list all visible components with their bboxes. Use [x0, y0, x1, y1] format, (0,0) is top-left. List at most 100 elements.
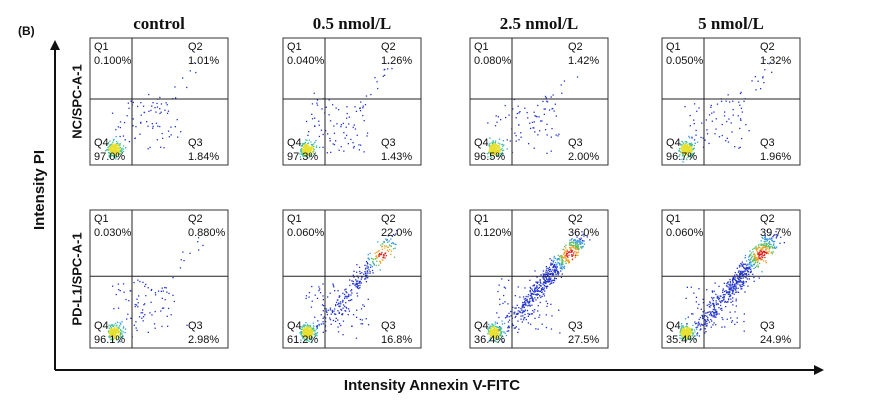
event-dot [569, 239, 571, 241]
event-dot [738, 277, 740, 279]
event-dot [494, 323, 496, 325]
event-dot [574, 250, 576, 253]
event-dot [360, 278, 362, 280]
event-dot [561, 273, 563, 275]
event-dot [495, 336, 497, 338]
event-dot [577, 244, 580, 246]
event-dot [364, 272, 367, 274]
event-dot [749, 259, 751, 261]
event-dot [680, 330, 682, 333]
event-dot [108, 334, 111, 336]
event-dot [365, 278, 367, 280]
event-dot [127, 102, 129, 104]
event-dot [363, 273, 365, 275]
event-dot [688, 327, 690, 329]
event-dot [304, 339, 306, 341]
event-dot [755, 257, 757, 259]
event-dot [312, 152, 314, 154]
event-dot [367, 267, 369, 269]
event-dot [758, 254, 760, 256]
event-dot [734, 271, 736, 274]
event-dot [739, 146, 741, 148]
event-dot [535, 299, 537, 301]
event-dot [497, 148, 500, 150]
event-dot [115, 328, 117, 330]
event-dot [707, 311, 709, 313]
event-dot [352, 142, 354, 144]
event-dot [732, 281, 734, 284]
event-dot [520, 136, 522, 138]
event-dot [560, 266, 563, 268]
quadrant-name: Q2 [188, 213, 203, 225]
quadrant-name: Q3 [760, 137, 775, 149]
event-dot [334, 320, 337, 323]
event-dot [738, 147, 740, 149]
event-dot [130, 317, 132, 319]
event-dot [742, 263, 745, 265]
event-dot [348, 308, 350, 310]
event-dot [552, 94, 554, 96]
event-dot [489, 332, 491, 334]
event-dot [562, 256, 564, 259]
event-dot [329, 319, 332, 321]
event-dot [729, 284, 731, 286]
event-dot [563, 265, 566, 267]
event-dot [487, 333, 489, 335]
event-dot [115, 144, 118, 146]
event-dot [348, 293, 350, 296]
event-dot [198, 249, 200, 251]
quadrant-name: Q2 [760, 213, 775, 225]
event-dot [739, 274, 741, 276]
event-dot [115, 129, 117, 131]
event-dot [567, 256, 569, 258]
event-dot [730, 122, 732, 124]
event-dot [502, 149, 505, 151]
event-dot [537, 134, 539, 136]
event-dot [740, 277, 742, 280]
event-dot [757, 259, 759, 261]
event-dot [764, 246, 767, 248]
event-dot [575, 248, 577, 250]
event-dot [523, 301, 525, 304]
event-dot [312, 328, 314, 330]
event-dot [116, 339, 118, 341]
event-dot [362, 114, 364, 117]
event-dot [715, 303, 718, 306]
event-dot [702, 311, 704, 313]
event-dot [689, 339, 692, 341]
event-dot [308, 157, 310, 159]
event-dot [744, 273, 746, 275]
event-dot [149, 146, 151, 149]
event-dot [684, 332, 687, 334]
event-dot [350, 290, 352, 292]
quadrant-percent: 0.120% [474, 227, 512, 239]
event-dot [766, 247, 768, 250]
event-dot [550, 272, 552, 275]
event-dot [529, 298, 531, 300]
event-dot [496, 338, 498, 340]
event-dot [733, 288, 735, 290]
event-dot [685, 146, 687, 148]
event-dot [108, 156, 110, 158]
event-dot [356, 271, 358, 273]
event-dot [161, 307, 164, 309]
event-dot [763, 252, 765, 254]
event-dot [713, 305, 715, 307]
event-dot [300, 334, 302, 336]
event-dot [543, 113, 545, 115]
event-dot [119, 121, 122, 123]
event-dot [370, 264, 372, 266]
event-dot [749, 261, 751, 263]
event-dot [499, 303, 501, 306]
event-dot [308, 149, 310, 151]
event-dot [110, 334, 112, 337]
event-dot [553, 259, 555, 262]
event-dot [491, 141, 493, 144]
event-dot [570, 248, 572, 250]
event-dot [301, 335, 303, 337]
event-dot [683, 328, 685, 330]
event-dot [543, 108, 545, 110]
event-dot [114, 329, 116, 331]
event-dot [494, 149, 496, 151]
event-dot [700, 308, 702, 310]
